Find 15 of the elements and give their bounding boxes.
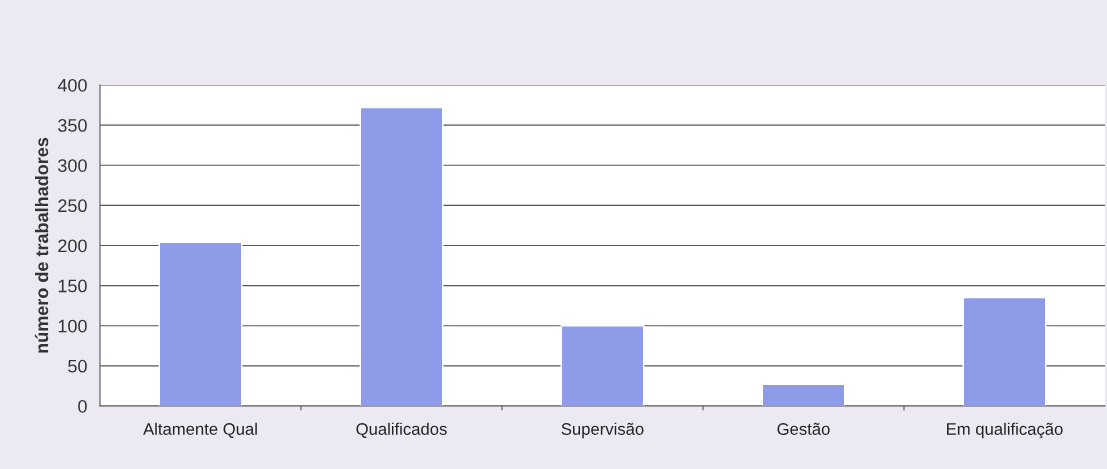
y-tick-label: 100 [58, 319, 87, 333]
x-tick-label: Supervisão [561, 422, 644, 439]
y-tick-label: 300 [58, 159, 87, 172]
y-tick-label: 200 [58, 239, 87, 253]
y-tick-label: 400 [57, 78, 87, 92]
y-tick-label: 350 [58, 119, 87, 132]
x-tick-label: Qualificados [356, 422, 447, 438]
x-tick-label: Em qualificação [947, 422, 1063, 439]
y-axis-title: número de trabalhadores [34, 137, 49, 353]
x-tick-label: Gestão [777, 422, 830, 435]
y-tick-label: 150 [58, 279, 87, 293]
y-tick-label: 0 [78, 399, 87, 413]
y-tick-label: 50 [68, 359, 87, 373]
y-tick-label: 250 [58, 199, 87, 213]
x-tick-label: Altamente Qual [143, 422, 257, 438]
